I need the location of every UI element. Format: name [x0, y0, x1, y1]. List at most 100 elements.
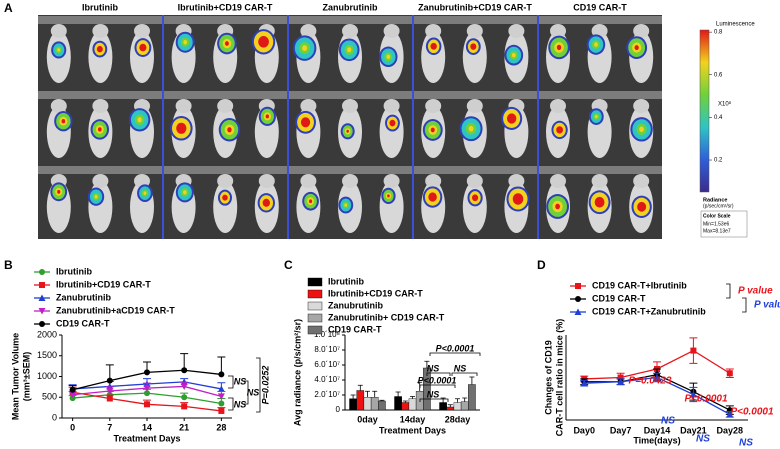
y-tick-label: 6.0´10⁷	[314, 360, 340, 369]
mouse-head	[383, 99, 400, 113]
x-axis-label: Treatment Days	[379, 425, 446, 435]
legend-label: Ibrutinib+CD19 CAR-T	[56, 279, 151, 289]
mouse-head	[92, 99, 109, 113]
annotation: NS	[427, 389, 440, 399]
legend-label: Zanubrutinib+aCD19 CAR-T	[56, 305, 175, 315]
signal	[509, 115, 514, 122]
point	[69, 391, 77, 399]
bracket	[451, 372, 478, 376]
mouse-head	[134, 24, 150, 38]
bar	[349, 398, 357, 411]
bracket	[419, 384, 456, 388]
error-bar	[395, 391, 401, 397]
legend-label: CD19 CAR-T	[328, 324, 382, 334]
signal	[178, 125, 184, 132]
mouse-head	[425, 24, 442, 38]
mouse-head	[50, 99, 67, 113]
legend-note: P value	[738, 286, 773, 297]
bar	[378, 400, 386, 411]
annotation: NS	[234, 376, 247, 386]
y-tick-label: 2000	[37, 329, 57, 339]
mouse-head	[300, 174, 317, 188]
mouse-head	[92, 24, 109, 38]
signal	[346, 129, 349, 133]
signal	[430, 127, 435, 133]
legend-marker	[575, 283, 581, 289]
signal	[634, 45, 639, 51]
colorbar-tick-label: 0.8	[714, 30, 723, 36]
signal	[141, 45, 145, 50]
signal	[558, 128, 562, 132]
bracket	[726, 283, 731, 299]
point	[180, 378, 188, 385]
error-bar	[462, 397, 468, 402]
bracket	[256, 357, 261, 413]
signal	[515, 196, 521, 202]
bar	[468, 384, 476, 411]
legend-label: Ibrutinib	[56, 266, 92, 276]
error-bar	[372, 390, 378, 398]
annotation: NS	[454, 363, 467, 373]
colorbar-min: Min=1.53e6	[703, 221, 729, 227]
signal	[227, 127, 232, 133]
panel-letter: B	[4, 258, 13, 272]
y-tick-label: 1500	[37, 350, 57, 360]
mouse-head	[550, 174, 566, 188]
legend-label: Zanubrutinib	[328, 300, 383, 310]
annotation: P<0.0001	[730, 407, 774, 418]
x-tick-label: 7	[107, 422, 112, 432]
x-axis-label: Time(days)	[633, 435, 680, 445]
point	[144, 401, 150, 408]
bar	[423, 367, 431, 411]
signal	[639, 204, 644, 210]
group-label: Zanubrutinib+CD19 CAR-T	[418, 2, 532, 12]
x-tick-label: 21	[179, 422, 189, 432]
point	[106, 395, 113, 402]
mouse	[462, 181, 487, 233]
mouse-head	[466, 174, 483, 188]
mouse-head	[633, 99, 650, 113]
mouse-head	[633, 24, 650, 38]
panel-letter: D	[537, 258, 546, 272]
point	[106, 377, 113, 384]
point	[143, 385, 151, 392]
ruler-strip	[38, 166, 662, 174]
annotation: NS	[234, 399, 247, 409]
x-tick-label: Day14	[644, 425, 671, 435]
signal	[137, 117, 142, 123]
y-tick-label: 2.0´10⁷	[314, 390, 340, 399]
signal	[594, 42, 598, 47]
bar	[453, 402, 462, 411]
annotation: NS	[427, 363, 440, 373]
error-bar	[410, 396, 415, 399]
point	[217, 393, 225, 400]
point	[106, 382, 114, 390]
error-bar	[469, 376, 475, 385]
point	[181, 394, 188, 401]
legend-note: P value	[754, 300, 780, 311]
colorbar-tick-label: 0.4	[714, 115, 723, 121]
mouse-head	[217, 174, 234, 188]
x-tick-label: Day7	[610, 425, 632, 435]
y-tick-label: 0	[52, 412, 57, 422]
point	[218, 400, 225, 407]
mouse-images	[38, 15, 662, 239]
bar	[370, 397, 379, 411]
point	[69, 386, 76, 393]
mouse	[213, 181, 238, 233]
error-bar	[424, 360, 430, 368]
group-label: CD19 CAR-T	[573, 2, 627, 12]
legend-marker	[574, 308, 582, 315]
mouse-head	[550, 24, 566, 38]
bracket	[244, 380, 249, 405]
ruler-strip	[38, 16, 662, 24]
mouse-head	[466, 99, 483, 113]
error-bar	[350, 394, 356, 399]
signal	[97, 127, 102, 132]
signal	[468, 125, 474, 132]
x-tick-label: Day0	[573, 425, 595, 435]
x-tick-label: 14day	[400, 414, 426, 424]
point	[580, 379, 588, 387]
mouse-head	[300, 24, 317, 38]
annotation: P=0.0423	[628, 376, 672, 387]
